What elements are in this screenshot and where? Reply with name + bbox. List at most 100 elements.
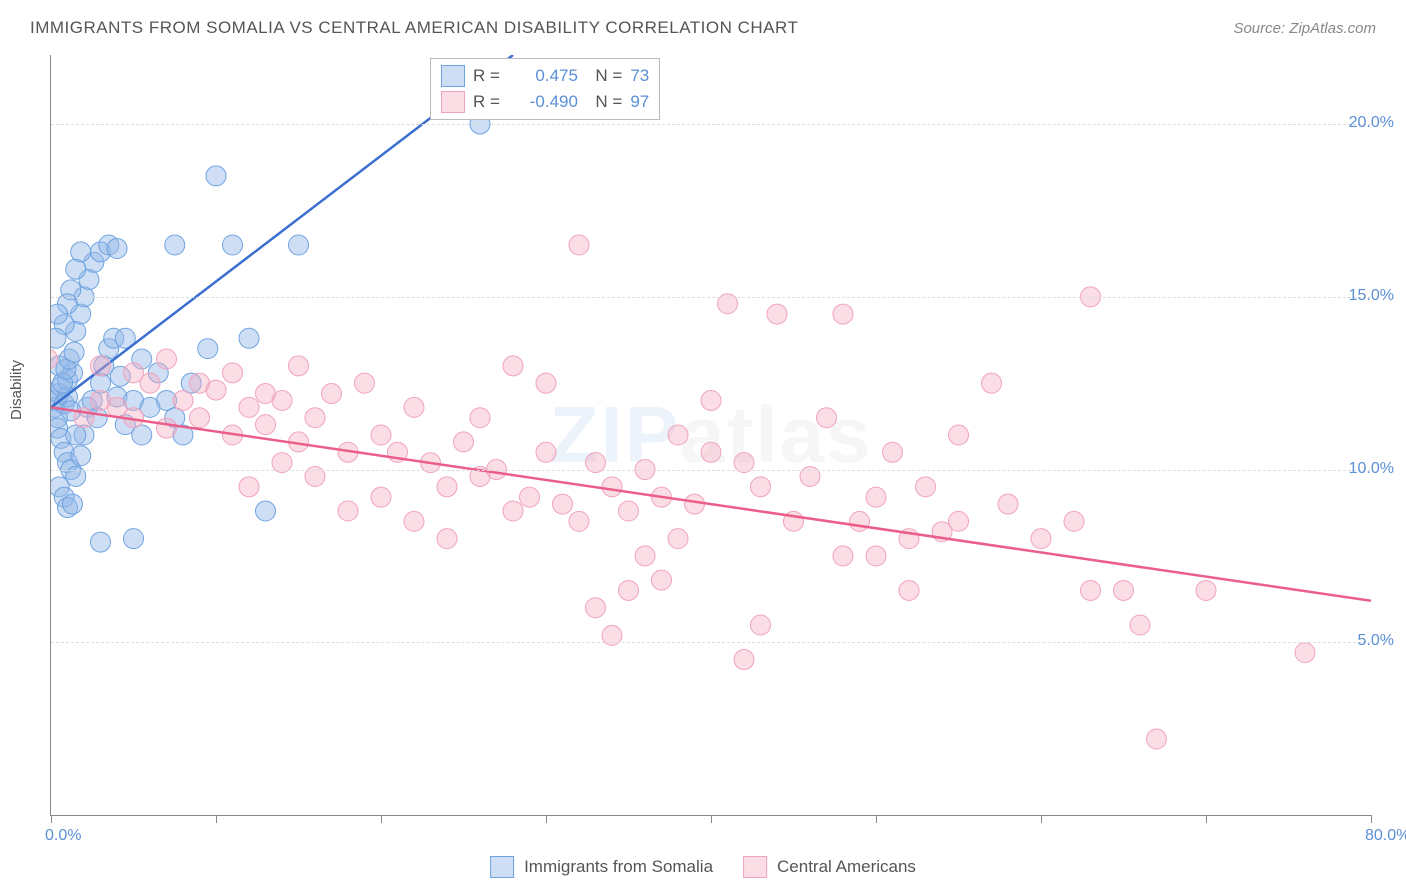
n-value: 73	[630, 66, 649, 86]
data-point	[437, 477, 457, 497]
data-point	[1114, 580, 1134, 600]
data-point	[569, 235, 589, 255]
y-tick-label: 10.0%	[1349, 460, 1394, 478]
data-point	[190, 373, 210, 393]
data-point	[1130, 615, 1150, 635]
n-label: N =	[586, 92, 622, 112]
legend-row: R =-0.490 N =97	[441, 89, 649, 115]
data-point	[619, 501, 639, 521]
data-point	[404, 397, 424, 417]
data-point	[256, 415, 276, 435]
x-tick	[381, 815, 382, 823]
data-point	[289, 235, 309, 255]
scatter-plot-svg	[51, 55, 1371, 815]
x-tick	[216, 815, 217, 823]
data-point	[51, 304, 68, 324]
data-point	[866, 487, 886, 507]
series-legend: Immigrants from Somalia Central Americans	[490, 856, 916, 878]
n-value: 97	[630, 92, 649, 112]
data-point	[454, 432, 474, 452]
data-point	[198, 339, 218, 359]
data-point	[470, 408, 490, 428]
legend-item: Central Americans	[743, 856, 916, 878]
y-tick-label: 5.0%	[1358, 632, 1394, 650]
source-attribution: Source: ZipAtlas.com	[1233, 20, 1376, 37]
x-tick	[1371, 815, 1372, 823]
correlation-legend: R =0.475 N =73R =-0.490 N =97	[430, 58, 660, 120]
data-point	[949, 425, 969, 445]
data-point	[668, 529, 688, 549]
legend-swatch	[441, 91, 465, 113]
data-point	[124, 529, 144, 549]
data-point	[866, 546, 886, 566]
x-tick	[1041, 815, 1042, 823]
legend-item: Immigrants from Somalia	[490, 856, 713, 878]
data-point	[503, 501, 523, 521]
data-point	[553, 494, 573, 514]
data-point	[602, 477, 622, 497]
data-point	[734, 650, 754, 670]
data-point	[322, 384, 342, 404]
chart-title: IMMIGRANTS FROM SOMALIA VS CENTRAL AMERI…	[30, 18, 798, 38]
data-point	[1147, 729, 1167, 749]
data-point	[536, 373, 556, 393]
data-point	[124, 363, 144, 383]
data-point	[64, 342, 84, 362]
data-point	[767, 304, 787, 324]
data-point	[404, 511, 424, 531]
data-point	[305, 408, 325, 428]
data-point	[586, 598, 606, 618]
data-point	[685, 494, 705, 514]
chart-container: IMMIGRANTS FROM SOMALIA VS CENTRAL AMERI…	[0, 0, 1406, 892]
data-point	[338, 501, 358, 521]
r-value: -0.490	[508, 92, 578, 112]
data-point	[71, 446, 91, 466]
data-point	[165, 235, 185, 255]
data-point	[91, 532, 111, 552]
data-point	[1031, 529, 1051, 549]
legend-label: Immigrants from Somalia	[524, 857, 713, 877]
y-tick-label: 15.0%	[1349, 287, 1394, 305]
data-point	[256, 501, 276, 521]
x-tick-label: 80.0%	[1365, 827, 1406, 845]
legend-label: Central Americans	[777, 857, 916, 877]
data-point	[569, 511, 589, 531]
data-point	[817, 408, 837, 428]
data-point	[62, 494, 82, 514]
data-point	[157, 418, 177, 438]
data-point	[371, 425, 391, 445]
data-point	[701, 442, 721, 462]
data-point	[751, 615, 771, 635]
data-point	[91, 356, 111, 376]
data-point	[635, 546, 655, 566]
data-point	[239, 397, 259, 417]
data-point	[998, 494, 1018, 514]
data-point	[1081, 580, 1101, 600]
data-point	[652, 570, 672, 590]
data-point	[256, 384, 276, 404]
data-point	[668, 425, 688, 445]
data-point	[916, 477, 936, 497]
data-point	[239, 477, 259, 497]
data-point	[223, 363, 243, 383]
data-point	[833, 546, 853, 566]
data-point	[619, 580, 639, 600]
trend-line	[51, 407, 1371, 600]
legend-row: R =0.475 N =73	[441, 63, 649, 89]
data-point	[1064, 511, 1084, 531]
data-point	[949, 511, 969, 531]
r-value: 0.475	[508, 66, 578, 86]
data-point	[536, 442, 556, 462]
data-point	[289, 356, 309, 376]
x-tick	[1206, 815, 1207, 823]
data-point	[223, 235, 243, 255]
legend-swatch	[441, 65, 465, 87]
data-point	[371, 487, 391, 507]
data-point	[355, 373, 375, 393]
data-point	[206, 166, 226, 186]
y-axis-label: Disability	[8, 360, 25, 420]
legend-swatch	[743, 856, 767, 878]
data-point	[899, 580, 919, 600]
data-point	[503, 356, 523, 376]
data-point	[157, 349, 177, 369]
